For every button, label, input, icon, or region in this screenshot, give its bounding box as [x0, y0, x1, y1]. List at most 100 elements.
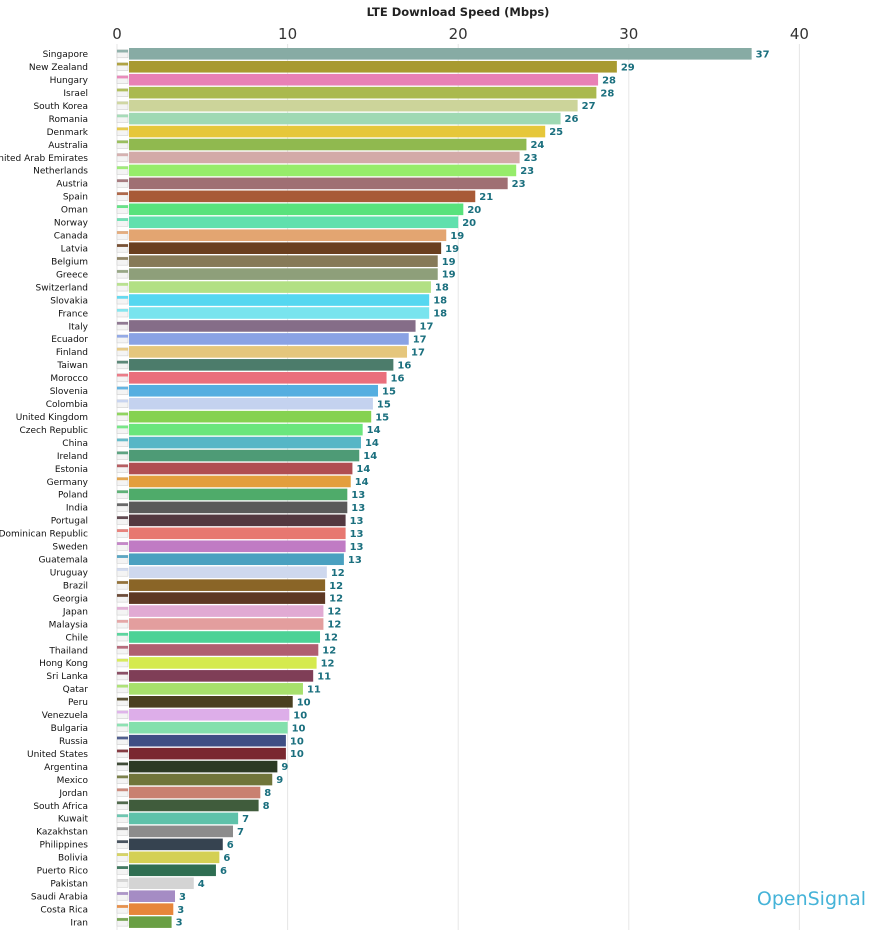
- bar-row: Spain 21: [63, 190, 493, 203]
- bar-row: Czech Republic 14: [19, 423, 381, 436]
- bar: [129, 307, 430, 319]
- bar: [129, 384, 379, 397]
- category-label: Uruguay: [50, 569, 89, 579]
- category-label: Malaysia: [49, 620, 88, 630]
- bar-row: Ecuador 17: [51, 333, 427, 346]
- value-label: 10: [290, 749, 304, 760]
- value-label: 11: [317, 671, 331, 682]
- category-label: Ireland: [57, 452, 88, 462]
- value-label: 10: [290, 736, 304, 747]
- bar-row: France 18: [58, 307, 447, 320]
- category-label: Latvia: [61, 245, 88, 255]
- bar: [129, 644, 319, 656]
- bar-row: Australia 24: [48, 138, 544, 151]
- bar: [129, 799, 259, 812]
- value-label: 20: [462, 218, 476, 229]
- bar-row: Bolivia 6: [58, 851, 230, 864]
- category-label: Japan: [62, 607, 88, 617]
- flag-icon: [116, 127, 129, 136]
- bar-row: Thailand 12: [48, 644, 336, 657]
- value-label: 10: [297, 697, 311, 708]
- category-label: Israel: [63, 89, 88, 99]
- bar: [129, 786, 261, 799]
- value-label: 12: [324, 633, 338, 644]
- bar-row: Ireland 14: [57, 449, 377, 462]
- bar: [129, 696, 293, 708]
- flag-icon: [116, 477, 129, 486]
- value-label: 18: [433, 309, 447, 320]
- flag-icon: [116, 645, 129, 655]
- bar: [129, 540, 346, 553]
- bar-row: Guatemala 13: [38, 553, 362, 566]
- flag-icon: [116, 723, 129, 732]
- bar-row: United States 10: [27, 747, 304, 760]
- category-label: Qatar: [63, 685, 89, 695]
- bar: [129, 462, 353, 475]
- value-label: 28: [600, 88, 614, 99]
- flag-icon: [116, 438, 129, 447]
- category-label: Belgium: [51, 257, 88, 267]
- flag-icon: [116, 775, 129, 784]
- value-label: 12: [327, 607, 341, 618]
- flag-icon: [116, 606, 129, 616]
- bar: [129, 760, 278, 773]
- bar-row: United Arab Emirates 23: [0, 151, 538, 164]
- value-label: 18: [433, 296, 447, 307]
- bar: [129, 579, 326, 591]
- flag-icon: [116, 179, 129, 188]
- value-label: 21: [479, 192, 493, 203]
- bar: [129, 397, 373, 410]
- flag-icon: [116, 451, 129, 460]
- bar-row: Slovenia 15: [50, 384, 396, 397]
- bar-row: Pakistan 4: [50, 877, 205, 890]
- bar-row: Norway 20: [54, 216, 476, 229]
- flag-icon: [116, 762, 129, 771]
- bar-row: Mexico 9: [57, 773, 283, 786]
- bar: [129, 359, 394, 371]
- category-label: Italy: [68, 322, 88, 332]
- value-label: 14: [363, 451, 377, 462]
- flag-icon: [116, 736, 129, 745]
- value-label: 19: [442, 257, 456, 268]
- bar-row: Romania 26: [49, 112, 579, 125]
- flag-icon: [116, 347, 129, 357]
- flag-icon: [116, 710, 129, 720]
- bar: [129, 903, 174, 915]
- value-label: 3: [177, 905, 184, 916]
- value-label: 8: [264, 788, 271, 799]
- bar-row: Russia 10: [59, 734, 304, 747]
- flag-icon: [116, 840, 129, 849]
- flag-icon: [116, 827, 129, 836]
- category-label: United Kingdom: [16, 413, 88, 423]
- bar-row: India 13: [66, 501, 365, 514]
- flag-icon: [116, 658, 129, 668]
- bar-row: Peru 10: [68, 696, 311, 708]
- flag-icon: [116, 878, 129, 888]
- category-label: United Arab Emirates: [0, 154, 88, 164]
- bar: [129, 566, 327, 578]
- category-label: Germany: [47, 478, 89, 488]
- bar-row: Latvia 19: [61, 242, 459, 255]
- category-label: India: [66, 504, 88, 514]
- flag-icon: [116, 243, 129, 253]
- flag-icon: [116, 88, 129, 97]
- category-label: Portugal: [51, 517, 88, 527]
- value-label: 14: [356, 464, 370, 475]
- bar-row: Argentina 9: [44, 760, 288, 773]
- flag-icon: [116, 567, 129, 577]
- bar-row: Finland 17: [56, 346, 425, 358]
- bar-row: Japan 12: [62, 605, 341, 618]
- value-label: 13: [348, 555, 362, 566]
- category-label: Singapore: [43, 50, 89, 60]
- bar-row: Philippines 6: [40, 838, 234, 851]
- chart-title: LTE Download Speed (Mbps): [367, 5, 550, 19]
- value-label: 24: [530, 140, 544, 151]
- value-label: 13: [351, 490, 365, 501]
- flag-icon: [116, 101, 129, 110]
- category-label: Argentina: [44, 763, 88, 773]
- bar: [129, 683, 303, 695]
- bar-row: Israel 28: [63, 86, 614, 99]
- category-label: Brazil: [63, 581, 88, 591]
- bar: [129, 164, 517, 177]
- bar: [129, 372, 387, 384]
